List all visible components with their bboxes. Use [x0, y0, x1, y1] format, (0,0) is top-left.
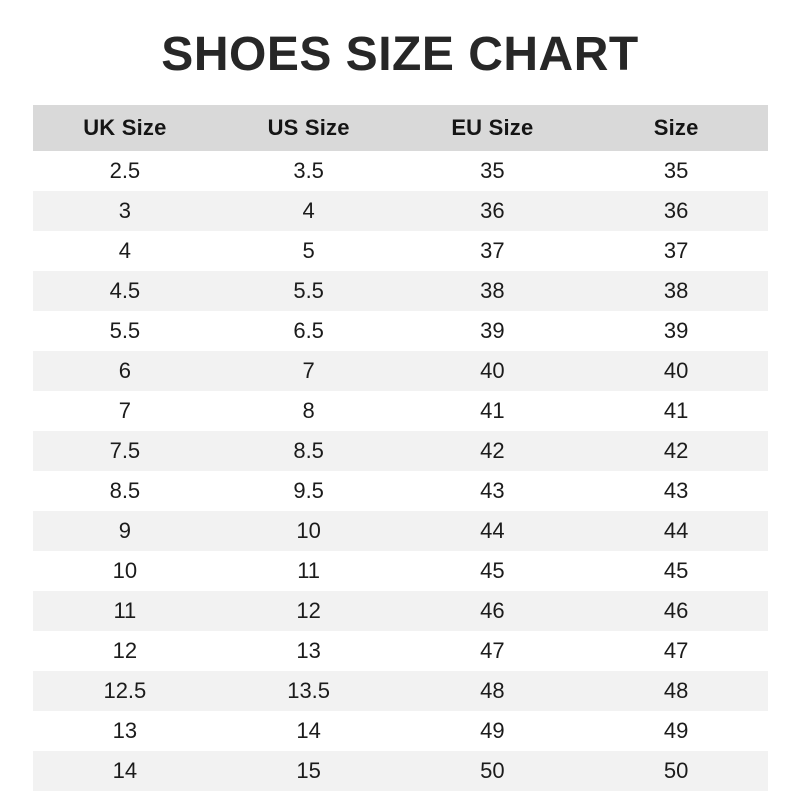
- table-row: 9 10 44 44: [33, 511, 768, 551]
- cell-size: 43: [584, 471, 768, 511]
- table-header: UK Size US Size EU Size Size: [33, 105, 768, 151]
- cell-us-size: 5.5: [216, 271, 401, 311]
- cell-size: 45: [584, 551, 768, 591]
- cell-eu-size: 39: [400, 311, 585, 351]
- table-row: 2.5 3.5 35 35: [33, 151, 768, 191]
- cell-us-size: 14: [216, 711, 401, 751]
- cell-size: 38: [584, 271, 768, 311]
- column-header-uk-size: UK Size: [33, 105, 217, 151]
- cell-uk-size: 2.5: [33, 151, 217, 191]
- cell-eu-size: 45: [400, 551, 585, 591]
- table-row: 8.5 9.5 43 43: [33, 471, 768, 511]
- cell-size: 44: [584, 511, 768, 551]
- cell-eu-size: 36: [400, 191, 585, 231]
- cell-uk-size: 10: [33, 551, 217, 591]
- cell-eu-size: 35: [400, 151, 585, 191]
- table-row: 7 8 41 41: [33, 391, 768, 431]
- column-header-eu-size: EU Size: [400, 105, 585, 151]
- cell-eu-size: 50: [400, 751, 585, 791]
- table-row: 12.5 13.5 48 48: [33, 671, 768, 711]
- cell-us-size: 10: [216, 511, 401, 551]
- table-row: 14 15 50 50: [33, 751, 768, 791]
- cell-us-size: 8.5: [216, 431, 401, 471]
- cell-us-size: 4: [216, 191, 401, 231]
- cell-size: 36: [584, 191, 768, 231]
- cell-eu-size: 41: [400, 391, 585, 431]
- cell-size: 47: [584, 631, 768, 671]
- column-header-size: Size: [584, 105, 768, 151]
- table-row: 4 5 37 37: [33, 231, 768, 271]
- table-row: 7.5 8.5 42 42: [33, 431, 768, 471]
- table-row: 3 4 36 36: [33, 191, 768, 231]
- cell-us-size: 11: [216, 551, 401, 591]
- cell-eu-size: 42: [400, 431, 585, 471]
- cell-uk-size: 3: [33, 191, 217, 231]
- table-row: 6 7 40 40: [33, 351, 768, 391]
- cell-uk-size: 12: [33, 631, 217, 671]
- cell-eu-size: 37: [400, 231, 585, 271]
- cell-us-size: 9.5: [216, 471, 401, 511]
- cell-uk-size: 4.5: [33, 271, 217, 311]
- cell-us-size: 5: [216, 231, 401, 271]
- cell-size: 42: [584, 431, 768, 471]
- table-header-row: UK Size US Size EU Size Size: [33, 105, 768, 151]
- cell-size: 48: [584, 671, 768, 711]
- cell-uk-size: 7.5: [33, 431, 217, 471]
- cell-eu-size: 46: [400, 591, 585, 631]
- cell-uk-size: 11: [33, 591, 217, 631]
- cell-us-size: 8: [216, 391, 401, 431]
- cell-uk-size: 8.5: [33, 471, 217, 511]
- table-row: 13 14 49 49: [33, 711, 768, 751]
- table-row: 5.5 6.5 39 39: [33, 311, 768, 351]
- cell-us-size: 15: [216, 751, 401, 791]
- cell-uk-size: 4: [33, 231, 217, 271]
- cell-uk-size: 5.5: [33, 311, 217, 351]
- cell-eu-size: 43: [400, 471, 585, 511]
- cell-uk-size: 9: [33, 511, 217, 551]
- cell-us-size: 6.5: [216, 311, 401, 351]
- cell-us-size: 13: [216, 631, 401, 671]
- cell-eu-size: 38: [400, 271, 585, 311]
- cell-us-size: 3.5: [216, 151, 401, 191]
- cell-uk-size: 6: [33, 351, 217, 391]
- cell-size: 49: [584, 711, 768, 751]
- cell-size: 39: [584, 311, 768, 351]
- cell-size: 46: [584, 591, 768, 631]
- cell-size: 40: [584, 351, 768, 391]
- cell-size: 41: [584, 391, 768, 431]
- cell-eu-size: 47: [400, 631, 585, 671]
- column-header-us-size: US Size: [216, 105, 401, 151]
- table-row: 12 13 47 47: [33, 631, 768, 671]
- table-row: 11 12 46 46: [33, 591, 768, 631]
- cell-uk-size: 14: [33, 751, 217, 791]
- cell-uk-size: 13: [33, 711, 217, 751]
- cell-size: 37: [584, 231, 768, 271]
- table-row: 10 11 45 45: [33, 551, 768, 591]
- cell-size: 50: [584, 751, 768, 791]
- cell-size: 35: [584, 151, 768, 191]
- table-body: 2.5 3.5 35 35 3 4 36 36 4 5 37 37 4.5 5.…: [33, 151, 768, 791]
- cell-eu-size: 49: [400, 711, 585, 751]
- size-chart-table: UK Size US Size EU Size Size 2.5 3.5 35 …: [33, 105, 768, 791]
- cell-us-size: 13.5: [216, 671, 401, 711]
- cell-eu-size: 44: [400, 511, 585, 551]
- cell-uk-size: 12.5: [33, 671, 217, 711]
- cell-eu-size: 48: [400, 671, 585, 711]
- cell-us-size: 12: [216, 591, 401, 631]
- cell-us-size: 7: [216, 351, 401, 391]
- page-title: SHOES SIZE CHART: [161, 28, 639, 81]
- cell-eu-size: 40: [400, 351, 585, 391]
- cell-uk-size: 7: [33, 391, 217, 431]
- table-row: 4.5 5.5 38 38: [33, 271, 768, 311]
